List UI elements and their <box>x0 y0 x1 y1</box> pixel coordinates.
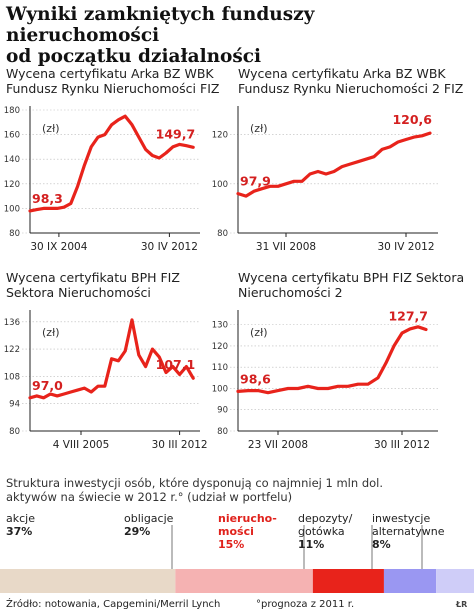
source-note: Źródło: notowania, Capgemini/Merril Lync… <box>6 599 221 610</box>
x-tick-label: 30 IV 2012 <box>141 241 198 253</box>
structure-segment <box>383 569 437 593</box>
x-tick-label: 30 III 2012 <box>152 439 208 451</box>
segment-name-2: alternatywne <box>372 525 445 538</box>
y-tick-label: 90 <box>217 406 228 416</box>
x-tick-label: 30 IV 2012 <box>377 241 434 253</box>
chart-4-title: Wycena certyfikatu BPH FIZ Sektora Nieru… <box>238 270 464 300</box>
y-tick-label: 100 <box>212 384 228 394</box>
start-value-label: 98,3 <box>32 191 63 206</box>
structure-segment <box>0 569 176 593</box>
end-value-label: 149,7 <box>156 126 196 141</box>
y-tick-label: 80 <box>217 229 228 239</box>
chart-4-title-line-2: Nieruchomości 2 <box>238 285 343 300</box>
chart-3-title: Wycena certyfikatu BPH FIZ Sektora Nieru… <box>6 270 180 300</box>
y-tick-label: 120 <box>212 131 228 141</box>
segment-name-2: gotówka <box>298 525 345 538</box>
chart-2-title-line-2: Fundusz Rynku Nieruchomości 2 FIZ <box>238 81 464 96</box>
unit-label: (zł) <box>250 326 267 339</box>
y-tick-label: 130 <box>212 321 228 331</box>
y-tick-label: 110 <box>212 363 228 373</box>
y-tick-label: 136 <box>4 318 20 328</box>
end-value-label: 120,6 <box>392 112 432 127</box>
y-tick-label: 100 <box>212 180 228 190</box>
segment-label-akcje: akcje 37% <box>6 512 35 538</box>
series-line <box>28 114 195 213</box>
structure-bar <box>0 525 474 593</box>
segment-value: 37% <box>6 525 33 538</box>
x-tick-label: 23 VII 2008 <box>248 439 308 451</box>
structure-title-line-2: aktywów na świecie w 2012 r.° (udział w … <box>6 490 293 504</box>
chart-3-title-line-1: Wycena certyfikatu BPH FIZ <box>6 270 180 285</box>
end-value-label: 127,7 <box>388 309 428 324</box>
y-tick-label: 140 <box>4 155 20 165</box>
y-tick-label: 94 <box>9 400 20 410</box>
unit-label: (zł) <box>42 122 59 135</box>
segment-name-2: mości <box>218 525 254 538</box>
chart-1-title-line-2: Fundusz Rynku Nieruchomości FIZ <box>6 81 220 96</box>
series-line <box>236 325 428 395</box>
chart-1-title-line-1: Wycena certyfikatu Arka BZ WBK <box>6 66 214 81</box>
segment-label-depozyty: depozyty/ gotówka 11% <box>298 512 352 551</box>
y-tick-label: 122 <box>4 345 20 355</box>
x-tick-label: 30 III 2012 <box>374 439 430 451</box>
structure-segment <box>436 569 474 593</box>
y-tick-label: 80 <box>9 229 20 239</box>
y-tick-label: 100 <box>4 204 20 214</box>
x-tick-label: 4 VIII 2005 <box>53 439 110 451</box>
end-value-label: 107,1 <box>156 357 196 372</box>
chart-2-title: Wycena certyfikatu Arka BZ WBK Fundusz R… <box>238 66 463 96</box>
publisher-logo: ŁR <box>456 600 468 609</box>
segment-name: inwestycje <box>372 512 431 525</box>
segment-name: akcje <box>6 512 35 525</box>
chart-3-title-line-2: Sektora Nieruchomości <box>6 285 151 300</box>
segment-label-nieruchomosci: nierucho- mości 15% <box>218 512 277 551</box>
unit-label: (zł) <box>42 326 59 339</box>
y-tick-label: 180 <box>4 106 20 116</box>
segment-value: 8% <box>372 538 391 551</box>
series-line <box>236 131 432 198</box>
forecast-note: °prognoza z 2011 r. <box>256 599 355 610</box>
chart-arka-fiz: 80 100 120 140 160 180 (zł) 30 IX 2004 30 IV 201… <box>4 106 200 253</box>
segment-value: 29% <box>124 525 151 538</box>
segment-label-obligacje: obligacje 29% <box>124 512 173 538</box>
chart-bph-fiz-2: 80 90 100 110 120 130 (zł) 23 VII 2008 30 III 20… <box>212 309 438 451</box>
chart-arka-fiz-2: 80 100 120 (zł) 31 VII 2008 30 IV 2012 97,9 120… <box>212 106 438 253</box>
y-tick-label: 80 <box>9 427 20 437</box>
y-tick-label: 160 <box>4 131 20 141</box>
page-title: Wyniki zamkniętych funduszy nieruchomośc… <box>6 4 468 67</box>
y-tick-label: 108 <box>4 372 20 382</box>
chart-bph-fiz: 80 94 108 122 136 (zł) 4 VIII 2005 30 III 2012 9… <box>4 310 208 451</box>
start-value-label: 98,6 <box>240 371 271 386</box>
y-tick-label: 80 <box>217 427 228 437</box>
series-line <box>28 318 195 400</box>
chart-4-title-line-1: Wycena certyfikatu BPH FIZ Sektora <box>238 270 465 285</box>
y-tick-label: 120 <box>212 342 228 352</box>
segment-name: depozyty/ <box>298 512 353 525</box>
start-value-label: 97,9 <box>240 174 271 189</box>
y-tick-label: 120 <box>4 180 20 190</box>
segment-name: obligacje <box>124 512 174 525</box>
structure-segment <box>175 569 313 593</box>
x-tick-label: 31 VII 2008 <box>256 241 316 253</box>
segment-value: 15% <box>218 538 245 551</box>
segment-name: nierucho- <box>218 512 277 525</box>
unit-label: (zł) <box>250 122 267 135</box>
structure-title-line-1: Struktura inwestycji osób, które dysponu… <box>6 476 384 490</box>
structure-segment <box>312 569 384 593</box>
chart-2-title-line-1: Wycena certyfikatu Arka BZ WBK <box>238 66 446 81</box>
x-tick-label: 30 IX 2004 <box>30 241 87 253</box>
title-line-1: Wyniki zamkniętych funduszy nieruchomośc… <box>6 4 315 46</box>
chart-1-title: Wycena certyfikatu Arka BZ WBK Fundusz R… <box>6 66 219 96</box>
title-line-2: od początku działalności <box>6 46 262 67</box>
segment-label-alternatywne: inwestycje alternatywne 8% <box>372 512 444 551</box>
start-value-label: 97,0 <box>32 378 63 393</box>
structure-title: Struktura inwestycji osób, które dysponu… <box>6 476 468 504</box>
segment-value: 11% <box>298 538 325 551</box>
